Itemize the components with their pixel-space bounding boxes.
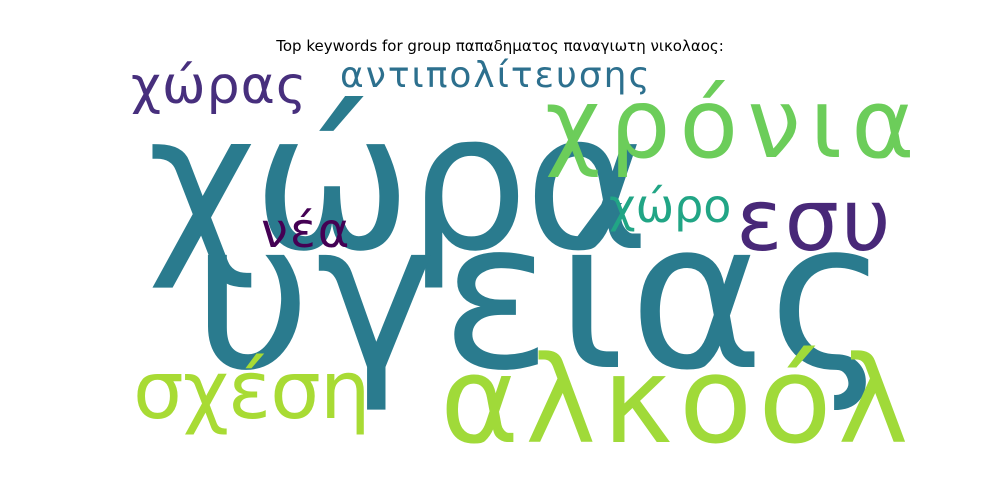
word-esy: εσυ — [736, 171, 893, 271]
word-schesi: σχέση — [133, 344, 371, 437]
word-chora: χώρα — [147, 72, 650, 293]
figure-title: Top keywords for group παπαδηματος παναγ… — [276, 37, 724, 55]
word-alkool: αλκοόλ — [440, 332, 915, 471]
word-choro: χώρο — [609, 179, 732, 233]
word-choras: χώρας — [131, 56, 308, 116]
word-chronia: χρόνια — [545, 68, 924, 180]
word-nea: νέα — [261, 203, 352, 259]
word-antipoliteusis: αντιπολίτευσης — [340, 55, 652, 96]
word-ygeias: υγείας — [193, 178, 893, 416]
